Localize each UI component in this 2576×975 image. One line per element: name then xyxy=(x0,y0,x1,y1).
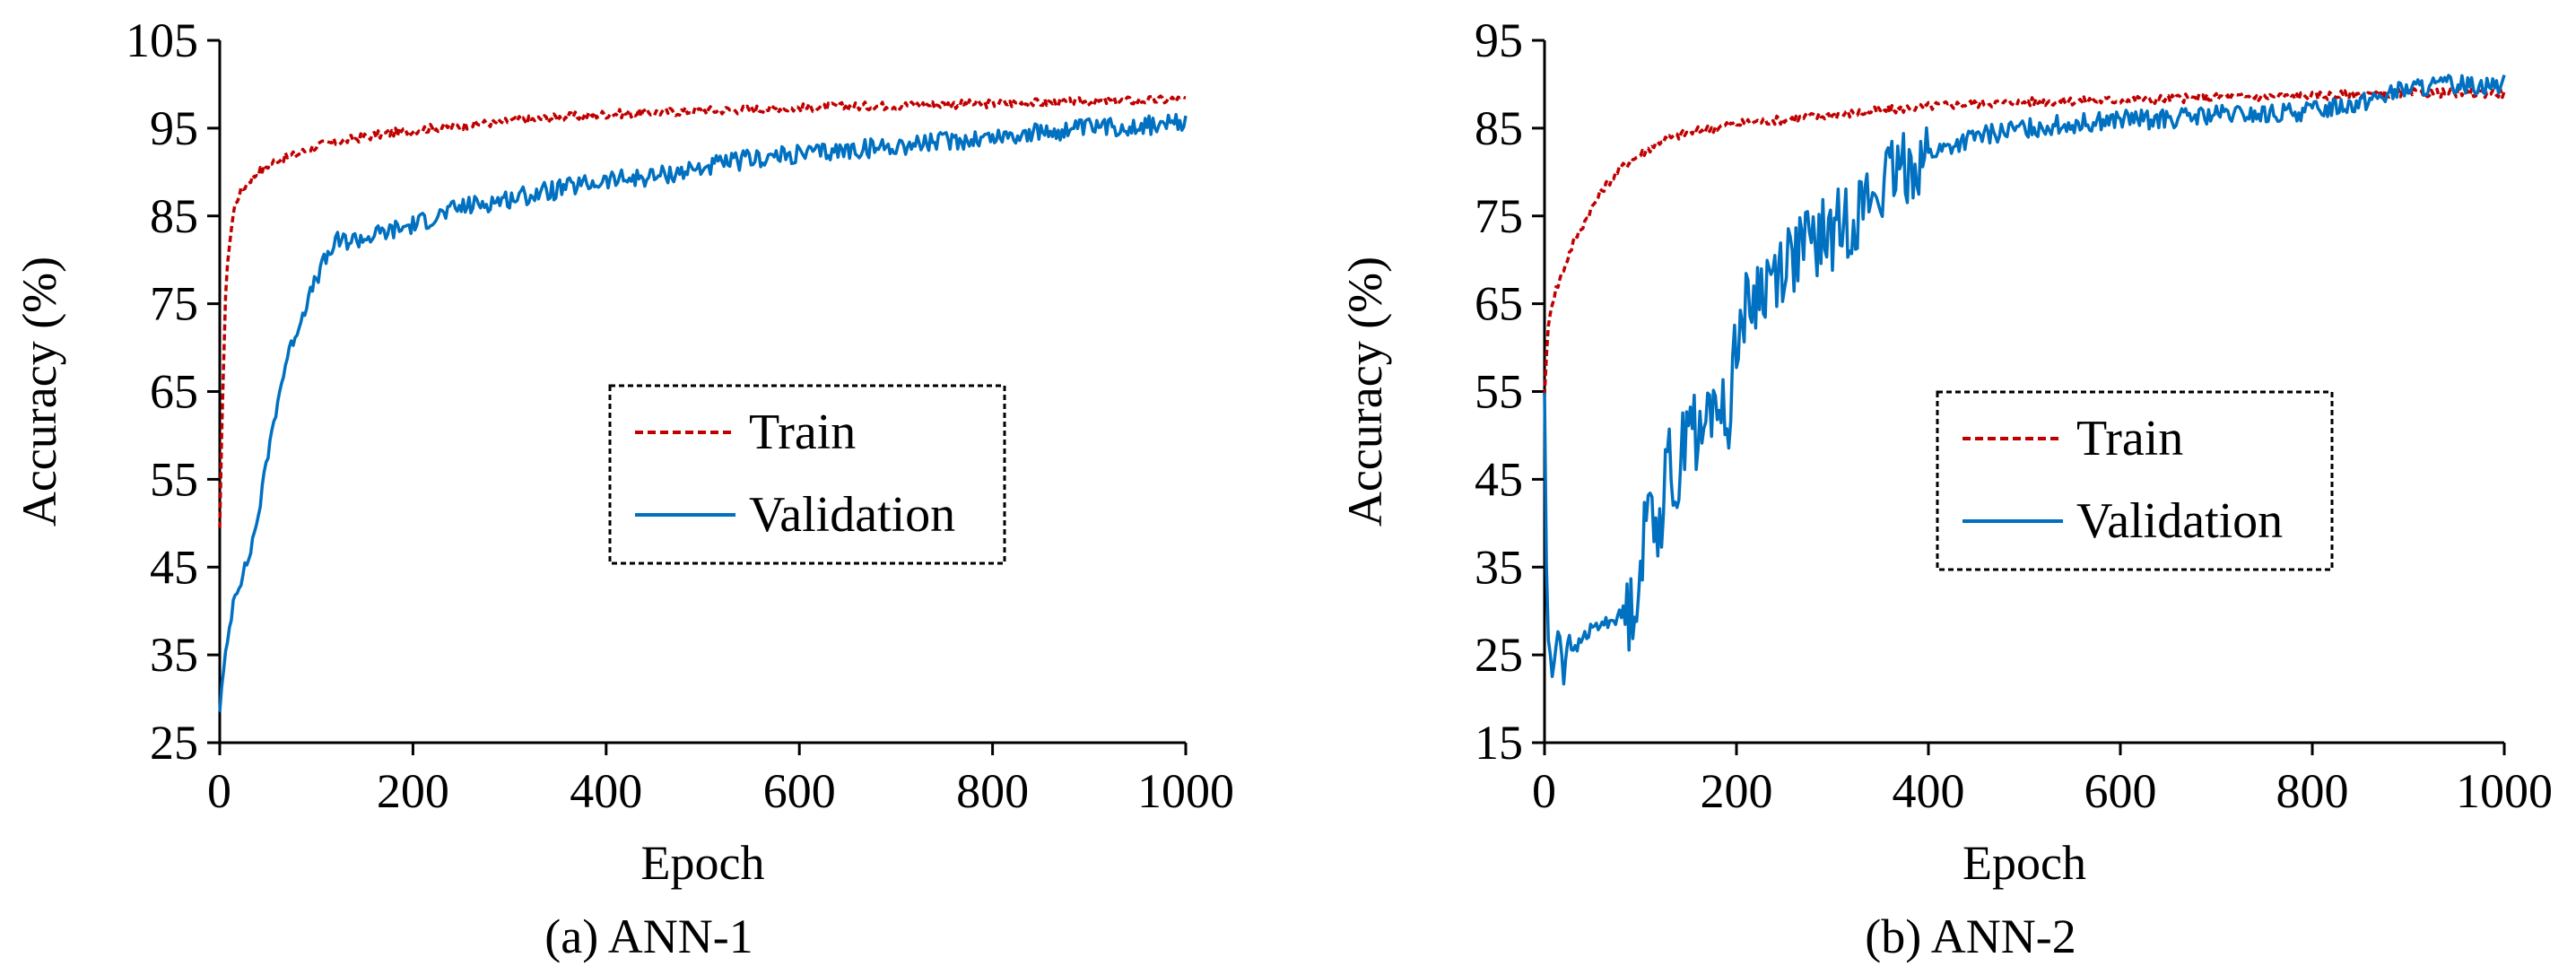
legend-label-validation: Validation xyxy=(2076,493,2283,549)
x-tick-label: 1000 xyxy=(2456,764,2553,818)
y-tick-label: 95 xyxy=(150,101,198,155)
legend-box xyxy=(1936,390,2334,571)
y-tick-label: 15 xyxy=(1475,716,1523,770)
y-tick-label: 65 xyxy=(1475,277,1523,331)
series-line-validation xyxy=(218,112,1188,712)
series-line-train xyxy=(218,94,1187,528)
y-tick-label: 25 xyxy=(1475,628,1523,682)
y-tick-label: 75 xyxy=(150,277,198,331)
legend-label-train: Train xyxy=(749,405,856,460)
x-tick-label: 200 xyxy=(1701,764,1773,818)
chart-caption: (b) ANN-2 xyxy=(1865,910,2076,963)
x-tick-label: 0 xyxy=(207,764,231,818)
y-tick-label: 55 xyxy=(150,452,198,506)
x-tick-label: 400 xyxy=(570,764,642,818)
y-tick-label: 85 xyxy=(150,189,198,243)
y-tick-label: 45 xyxy=(1475,452,1523,506)
x-axis-title: Epoch xyxy=(641,836,765,890)
x-tick-label: 200 xyxy=(377,764,449,818)
x-axis-title: Epoch xyxy=(1962,836,2086,890)
legend-label-train: Train xyxy=(2076,411,2183,466)
y-axis-title: Accuracy (%) xyxy=(13,257,66,527)
x-tick-label: 600 xyxy=(763,764,836,818)
y-tick-label: 25 xyxy=(150,716,198,770)
legend-label-validation: Validation xyxy=(749,487,955,543)
chart-panel-ann2: 15 25 35 45 55 65 75 85 95 0 200 400 600 800 1000 Epoch… xyxy=(1338,13,2553,963)
y-tick-label: 45 xyxy=(150,540,198,594)
y-tick-label: 105 xyxy=(126,13,198,67)
legend-box xyxy=(608,384,1006,565)
y-tick-label: 85 xyxy=(1475,101,1523,155)
x-tick-label: 800 xyxy=(956,764,1029,818)
y-tick-label: 55 xyxy=(1475,365,1523,419)
y-axis-title: Accuracy (%) xyxy=(1338,257,1392,527)
x-tick-label: 1000 xyxy=(1137,764,1234,818)
series-line-validation xyxy=(1543,74,2506,686)
series-line-train xyxy=(1543,87,2506,396)
y-tick-label: 75 xyxy=(1475,189,1523,243)
y-tick-label: 35 xyxy=(1475,540,1523,594)
y-tick-label: 35 xyxy=(150,628,198,682)
y-tick-label: 95 xyxy=(1475,13,1523,67)
x-tick-label: 400 xyxy=(1893,764,1965,818)
chart-caption: (a) ANN-1 xyxy=(544,910,753,963)
x-tick-label: 0 xyxy=(1532,764,1556,818)
chart-panel-ann1: 25 35 45 55 65 75 85 95 105 0 200 400 600 800 1000 Epoc… xyxy=(13,13,1234,963)
y-tick-label: 65 xyxy=(150,365,198,419)
x-tick-label: 800 xyxy=(2276,764,2349,818)
x-tick-label: 600 xyxy=(2084,764,2157,818)
